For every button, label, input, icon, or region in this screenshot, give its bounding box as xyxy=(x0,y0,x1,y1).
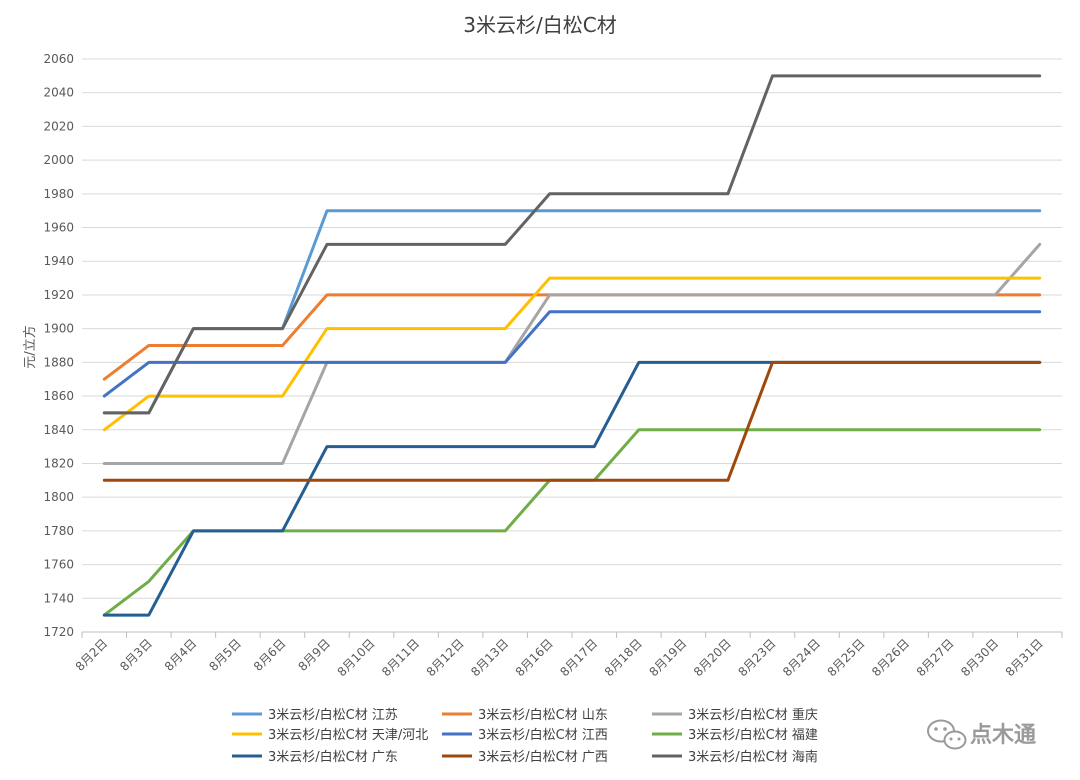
y-tick-label: 1880 xyxy=(43,355,74,369)
series-lines xyxy=(102,74,1042,617)
y-tick-label: 1960 xyxy=(43,221,74,235)
legend-label: 3米云杉/白松C材 江西 xyxy=(478,727,608,743)
series-line-3 xyxy=(102,276,1042,432)
series-line-8 xyxy=(102,74,1042,415)
y-tick-label: 1900 xyxy=(43,322,74,336)
legend-label: 3米云杉/白松C材 广西 xyxy=(478,749,608,765)
y-tick-label: 1940 xyxy=(43,254,74,268)
legend-label: 3米云杉/白松C材 福建 xyxy=(688,727,818,743)
watermark-text: 点木通 xyxy=(970,722,1036,748)
y-tick-label: 1860 xyxy=(43,389,74,403)
legend-label: 3米云杉/白松C材 江苏 xyxy=(268,707,398,723)
y-tick-label: 1740 xyxy=(43,591,74,605)
y-tick-label: 1780 xyxy=(43,524,74,538)
legend-label: 3米云杉/白松C材 天津/河北 xyxy=(268,727,428,743)
y-axis-ticks: 1720 1740 1760 1780 1800 1820 1840 1860 1880 1900… xyxy=(43,52,74,639)
y-axis-label: 元/立方 xyxy=(22,325,38,368)
chart-title: 3米云杉/白松C材 xyxy=(463,13,616,37)
watermark: 点木通 xyxy=(927,719,1036,750)
y-tick-label: 1840 xyxy=(43,423,74,437)
y-tick-label: 1980 xyxy=(43,187,74,201)
series-line-4 xyxy=(102,310,1042,398)
y-tick-label: 2060 xyxy=(43,52,74,66)
y-tick-label: 1760 xyxy=(43,558,74,572)
series-line-7 xyxy=(102,360,1042,482)
y-tick-label: 1720 xyxy=(43,625,74,639)
legend-label: 3米云杉/白松C材 山东 xyxy=(478,707,608,723)
y-tick-label: 1920 xyxy=(43,288,74,302)
y-tick-label: 1820 xyxy=(43,456,74,470)
legend-label: 3米云杉/白松C材 海南 xyxy=(688,749,818,765)
y-tick-label: 1800 xyxy=(43,490,74,504)
legend: 3米云杉/白松C材 江苏 3米云杉/白松C材 山东 3米云杉/白松C材 重庆 3米云杉… xyxy=(232,707,818,765)
y-tick-label: 2040 xyxy=(43,86,74,100)
y-tick-label: 2000 xyxy=(43,153,74,167)
legend-label: 3米云杉/白松C材 重庆 xyxy=(688,707,818,723)
legend-label: 3米云杉/白松C材 广东 xyxy=(268,749,398,765)
wechat-icon xyxy=(927,719,967,750)
series-line-2 xyxy=(102,242,1042,465)
y-tick-label: 2020 xyxy=(43,119,74,133)
